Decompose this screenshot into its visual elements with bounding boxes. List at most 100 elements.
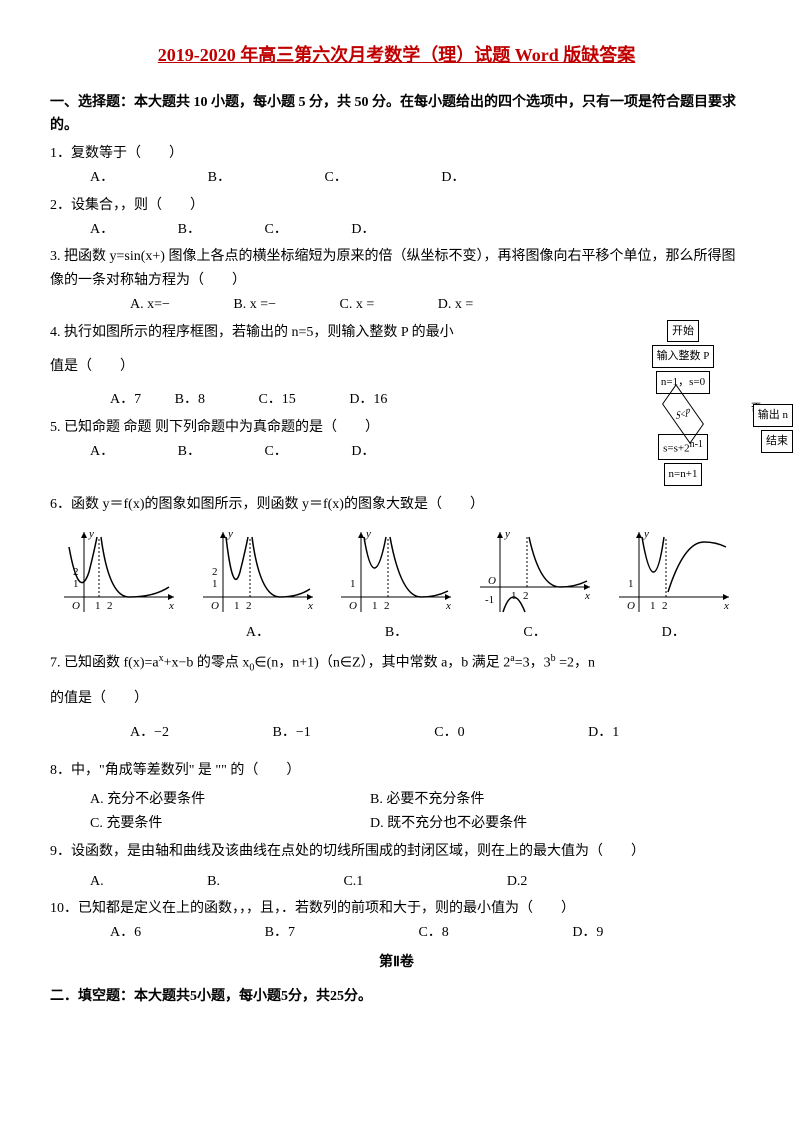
q10-options: A．6 B．7 C．8 D．9 [110, 921, 743, 945]
q2-opt-b: B． [178, 218, 201, 242]
svg-text:O: O [211, 600, 219, 612]
q5-opt-b: B． [178, 440, 201, 464]
q6-opt-a: A． [198, 621, 318, 645]
svg-text:2: 2 [523, 590, 529, 602]
q3-options: A. x=− B. x =− C. x = D. x = [130, 293, 743, 317]
q1-opt-a: A． [90, 166, 114, 190]
q8-opt-a: A. 充分不必要条件 [90, 788, 370, 812]
graph-d: O x y 1 12 [614, 527, 734, 617]
flow-step2: n=n+1 [664, 463, 703, 486]
q9-options: A. B. C.1 D.2 [90, 870, 743, 894]
q9-opt-d: D.2 [507, 870, 528, 894]
flow-output: 输出 n [753, 404, 793, 427]
question-9: 9．设函数，是由轴和曲线及该曲线在点处的切线所围成的封闭区域，则在上的最大值为（… [50, 840, 743, 864]
q9-opt-a: A. [90, 870, 104, 894]
question-10: 10．已知都是定义在上的函数，，，且，．若数列的前项和大于，则的最小值为（ ） [50, 897, 743, 921]
part-2-heading: 第Ⅱ卷 [50, 951, 743, 975]
svg-text:y: y [365, 528, 371, 540]
q6-opt-d: D． [614, 621, 734, 645]
q10-opt-c: C．8 [418, 921, 448, 945]
q9-opt-c: C.1 [343, 870, 363, 894]
svg-text:1: 1 [628, 578, 634, 590]
svg-text:y: y [227, 528, 233, 540]
flow-end: 结束 [761, 430, 793, 453]
q1-opt-c: C． [324, 166, 347, 190]
q9-opt-b: B. [207, 870, 220, 894]
section-1-heading: 一、选择题：本大题共 10 小题，每小题 5 分，共 50 分。在每小题给出的四… [50, 91, 743, 139]
svg-text:2: 2 [246, 600, 252, 612]
svg-text:O: O [72, 600, 80, 612]
svg-text:1: 1 [95, 600, 101, 612]
svg-text:2: 2 [384, 600, 390, 612]
svg-text:y: y [504, 528, 510, 540]
svg-text:x: x [584, 590, 590, 602]
q4-opt-d: D．16 [349, 388, 387, 412]
question-7-line2: 的值是（ ） [50, 687, 743, 711]
question-2: 2．设集合，，则（ ） [50, 194, 743, 218]
q10-opt-d: D．9 [572, 921, 603, 945]
q5-opt-c: C． [264, 440, 287, 464]
q7-opt-b: B．−1 [273, 721, 311, 745]
flow-init: n=1，s=0 [656, 371, 710, 394]
svg-text:2: 2 [212, 566, 218, 578]
page-title: 2019-2020 年高三第六次月考数学（理）试题 Word 版缺答案 [50, 40, 743, 71]
svg-text:1: 1 [650, 600, 656, 612]
svg-text:x: x [168, 600, 174, 612]
svg-text:y: y [643, 528, 649, 540]
svg-text:y: y [88, 528, 94, 540]
svg-text:1: 1 [212, 578, 218, 590]
q7-opt-c: C．0 [434, 721, 464, 745]
q4-opt-c: C．15 [258, 388, 295, 412]
q3-opt-a: A. x=− [130, 293, 170, 317]
q8-opt-d: D. 既不充分也不必要条件 [370, 812, 650, 836]
q3-opt-d: D. x = [438, 293, 474, 317]
q10-opt-a: A．6 [110, 921, 141, 945]
q6-labels: A． B． C． D． [50, 621, 743, 645]
graph-a: O x y 21 12 [198, 527, 318, 617]
svg-text:2: 2 [107, 600, 113, 612]
q2-options: A． B． C． D． [90, 218, 743, 242]
q4-options: A．7 B．8 C．15 D．16 [110, 388, 623, 412]
q3-opt-c: C. x = [340, 293, 375, 317]
question-3: 3. 把函数 y=sin(x+) 图像上各点的横坐标缩短为原来的倍（纵坐标不变）… [50, 245, 743, 293]
question-4-line1: 4. 执行如图所示的程序框图，若输出的 n=5，则输入整数 P 的最小 [50, 321, 623, 345]
graph-original: O x y 21 12 [59, 527, 179, 617]
graph-b: O x y 1 12 [336, 527, 456, 617]
q6-opt-b: B． [336, 621, 456, 645]
graph-c: O x y -1 12 [475, 527, 595, 617]
svg-text:1: 1 [234, 600, 240, 612]
flowchart: 开始 输入整数 P n=1，s=0 S<P 否 输出 n 结束 s=s+2n-1… [623, 317, 743, 489]
q8-opt-b: B. 必要不充分条件 [370, 788, 650, 812]
svg-text:1: 1 [511, 590, 517, 602]
q2-opt-a: A． [90, 218, 114, 242]
svg-text:2: 2 [662, 600, 668, 612]
q7-options: A．−2 B．−1 C．0 D．1 [130, 721, 743, 745]
question-5: 5. 已知命题 命题 则下列命题中为真命题的是（ ） [50, 416, 623, 440]
q5-opt-d: D． [351, 440, 375, 464]
flow-input: 输入整数 P [652, 345, 715, 368]
q1-opt-d: D． [441, 166, 465, 190]
q5-opt-a: A． [90, 440, 114, 464]
q10-opt-b: B．7 [265, 921, 295, 945]
q2-opt-c: C． [264, 218, 287, 242]
svg-text:1: 1 [372, 600, 378, 612]
q5-options: A． B． C． D． [90, 440, 623, 464]
q1-options: A． B． C． D． [90, 166, 743, 190]
q8-options: A. 充分不必要条件 B. 必要不充分条件 C. 充要条件 D. 既不充分也不必… [90, 788, 743, 836]
q3-opt-b: B. x =− [233, 293, 276, 317]
q4-opt-a: A．7 [110, 388, 141, 412]
svg-text:x: x [723, 600, 729, 612]
svg-text:O: O [627, 600, 635, 612]
svg-text:-1: -1 [485, 594, 494, 606]
question-8: 8．中，"角成等差数列" 是 "" 的（ ） [50, 759, 743, 783]
flow-step1: s=s+2n-1 [658, 434, 708, 460]
q8-opt-c: C. 充要条件 [90, 812, 370, 836]
svg-text:x: x [445, 600, 451, 612]
q4-opt-b: B．8 [175, 388, 205, 412]
section-2-heading: 二．填空题：本大题共5小题，每小题5分，共25分。 [50, 985, 743, 1009]
svg-text:O: O [349, 600, 357, 612]
svg-text:O: O [488, 575, 496, 587]
q7-opt-a: A．−2 [130, 721, 169, 745]
q6-opt-c: C． [475, 621, 595, 645]
q7-opt-d: D．1 [588, 721, 619, 745]
